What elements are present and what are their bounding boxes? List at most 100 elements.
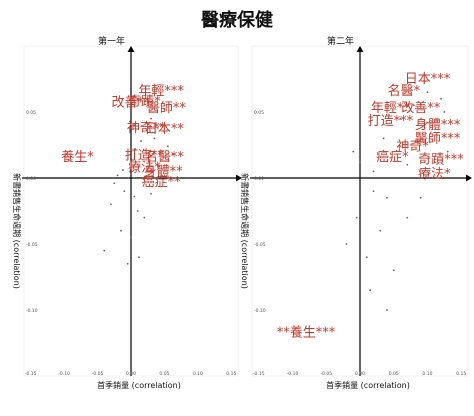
term-label: 改善** — [401, 100, 441, 116]
background-point — [120, 229, 122, 232]
background-point — [143, 216, 146, 219]
term-label: 療法* — [418, 167, 451, 182]
background-point — [171, 153, 174, 156]
background-point — [123, 190, 126, 193]
background-point — [116, 174, 119, 177]
background-point — [386, 309, 388, 311]
x-tick-label: -0.15 — [253, 371, 265, 377]
term-label: 年輕** — [371, 101, 411, 116]
term-label: 打造*** — [368, 114, 414, 129]
term-label: 名醫** — [145, 149, 185, 165]
background-point — [355, 216, 358, 219]
figure-title: 醫療保健 — [201, 9, 273, 31]
background-point — [103, 249, 106, 252]
term-label: 年輕*** — [138, 84, 184, 99]
background-point — [406, 216, 409, 219]
y-tick-label: -0.05 — [26, 242, 38, 248]
x-tick-label: 0.15 — [456, 371, 466, 377]
background-point — [426, 91, 429, 94]
background-point — [365, 256, 368, 259]
background-point — [166, 145, 169, 148]
background-point — [122, 169, 124, 171]
panel-title: 第一年 — [98, 35, 125, 47]
term-label: 改善** — [111, 95, 151, 111]
x-tick-label: -0.05 — [320, 371, 332, 377]
background-point — [156, 126, 159, 129]
x-tick-label: 0.00 — [126, 371, 136, 377]
x-axis-label: 首季銷量 (correlation) — [326, 380, 410, 390]
background-point — [372, 190, 375, 193]
background-point — [138, 256, 140, 259]
background-point — [392, 269, 395, 272]
y-tick-label: 0.00 — [254, 176, 264, 182]
y-tick-label: -0.10 — [254, 308, 266, 314]
term-label: 身體** — [144, 163, 184, 179]
background-point — [419, 137, 422, 140]
term-label: 日本*** — [405, 72, 451, 87]
x-tick-label: -0.10 — [58, 371, 70, 377]
term-label: 身體*** — [415, 117, 461, 133]
y-axis-label: 新書銷售生命週期 (correlation) — [12, 173, 22, 289]
background-point — [153, 137, 156, 140]
x-tick-label: 0.10 — [193, 371, 203, 377]
background-point — [426, 121, 429, 124]
background-point — [443, 111, 446, 113]
x-tick-label: -0.15 — [25, 371, 37, 377]
term-label: 奇蹟* — [128, 93, 161, 109]
background-point — [150, 192, 152, 195]
background-point — [110, 203, 112, 206]
background-point — [140, 140, 142, 142]
background-point — [136, 97, 139, 100]
background-point — [148, 150, 151, 153]
x-axis-label: 首季銷量 (correlation) — [97, 380, 181, 390]
term-label: 醫師** — [147, 101, 187, 116]
background-point — [369, 289, 372, 292]
term-label: 日本** — [145, 122, 185, 137]
x-tick-label: -0.05 — [92, 371, 104, 377]
x-axis-arrow — [236, 174, 242, 182]
panel-year-2: 第二年 -0.15 -0.10 -0.05 0.00 0.05 0.10 0.15 0.05 0.… — [240, 35, 472, 390]
background-point — [359, 161, 361, 164]
term-label: 癌症* — [376, 149, 409, 165]
term-label: 神奇* — [396, 138, 429, 154]
x-tick-label: -0.10 — [287, 371, 299, 377]
background-point — [372, 170, 375, 173]
x-tick-label: 0.05 — [389, 371, 399, 377]
background-point — [382, 137, 385, 140]
x-tick-label: 0.10 — [422, 371, 432, 377]
background-point — [419, 196, 422, 199]
y-tick-label: 0.05 — [26, 110, 36, 116]
x-tick-label: 0.15 — [226, 371, 236, 377]
panel-year-1: 第一年 -0.15 -0.10 -0.05 0.00 0.05 0.10 0.15 0.05 0.… — [12, 35, 242, 390]
x-tick-label: 0.00 — [355, 371, 365, 377]
term-label: 癌症** — [142, 174, 182, 190]
background-point — [133, 195, 136, 198]
panel-title: 第二年 — [327, 35, 354, 47]
background-point — [150, 117, 152, 120]
term-label: 醫師*** — [415, 131, 461, 146]
background-point — [440, 97, 442, 100]
background-point — [130, 236, 132, 239]
background-point — [126, 262, 129, 265]
term-label: 療法* — [128, 160, 161, 175]
background-point — [136, 210, 139, 212]
background-point — [399, 117, 402, 120]
y-tick-label: 0.05 — [254, 110, 264, 116]
background-point — [352, 150, 355, 153]
y-axis-arrow — [356, 46, 364, 52]
term-label: 神奇** — [127, 120, 167, 136]
term-label: 奇蹟*** — [418, 151, 464, 167]
background-point — [406, 163, 409, 166]
background-point — [446, 150, 449, 153]
x-tick-label: 0.05 — [159, 371, 169, 377]
background-point — [345, 243, 348, 245]
term-label: **養生*** — [277, 324, 336, 340]
background-point — [386, 196, 388, 199]
term-label: 名醫* — [388, 83, 421, 99]
term-label: 養生* — [61, 149, 94, 165]
y-axis-arrow — [127, 46, 135, 52]
background-point — [113, 182, 116, 185]
background-point — [413, 104, 415, 107]
background-point — [133, 124, 136, 127]
